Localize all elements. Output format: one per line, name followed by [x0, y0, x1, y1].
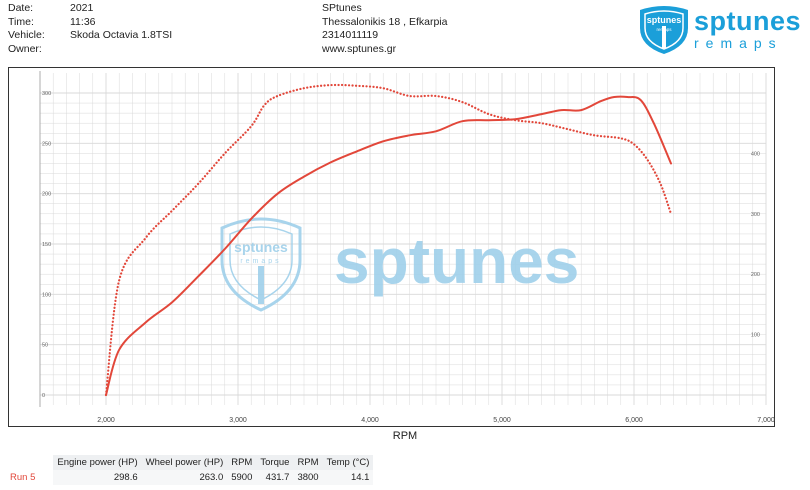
series-lines [104, 83, 673, 397]
torque-curve [104, 83, 673, 397]
vehicle-value: Skoda Octavia 1.8TSI [70, 29, 173, 41]
results-header-blank [6, 455, 53, 470]
torque-rpm-value: 3800 [293, 470, 323, 485]
chart-grid [39, 71, 767, 407]
axis-ticks: 0 50 100 150 200 250 300 100 200 300 400 2,000 3,000… [42, 91, 775, 424]
run-label: Run 5 [10, 472, 36, 483]
time-label: Time: [8, 15, 34, 28]
vehicle-label: Vehicle: [8, 29, 45, 41]
dyno-chart: sptunes remaps sptunes 0 50 100 150 200 250 30… [39, 71, 775, 424]
y-right-tick-label: 100 [751, 333, 760, 339]
header-torque: Torque [256, 455, 294, 470]
header-labels: Date: Time: Vehicle: Owner: [8, 2, 45, 56]
x-tick-label: 3,000 [229, 417, 247, 424]
company-name: SPtunes [322, 2, 362, 14]
logo-badge-icon: sptunes remaps [640, 6, 688, 54]
watermark-text: sptunes [334, 225, 579, 297]
y-left-tick-label: 250 [42, 141, 51, 147]
header-rpm-torque: RPM [293, 455, 323, 470]
dyno-chart-frame [8, 67, 775, 427]
header-rpm-power: RPM [227, 455, 257, 470]
company-website: www.sptunes.gr [322, 42, 397, 55]
logo-subtitle: remaps [694, 35, 783, 51]
torque-value: 431.7 [256, 470, 294, 485]
y-left-tick-label: 100 [42, 292, 51, 298]
y-left-tick-label: 300 [42, 91, 51, 97]
results-table: Engine power (HP) Wheel power (HP) RPM T… [6, 455, 374, 485]
x-axis-title: RPM [392, 430, 418, 442]
header-engine-power: Engine power (HP) [53, 455, 142, 470]
x-tick-label: 4,000 [361, 417, 379, 424]
logo-wordmark: sptunes [694, 6, 802, 36]
engine-power-value: 298.6 [53, 470, 142, 485]
y-left-tick-label: 150 [42, 242, 51, 248]
header-temp: Temp (°C) [322, 455, 374, 470]
y-left-tick-label: 0 [42, 393, 45, 399]
company-address: Thessalonikis 18 , Efkarpia [322, 15, 448, 28]
power-rpm-value: 5900 [227, 470, 257, 485]
date-value: 2021 [70, 2, 94, 14]
logo-badge-top-text: sptunes [647, 15, 682, 25]
x-tick-label: 5,000 [493, 417, 511, 424]
x-tick-label: 2,000 [97, 417, 115, 424]
brand-logo: sptunes remaps sptunes remaps [636, 4, 806, 56]
wheel-power-value: 263.0 [141, 470, 228, 485]
watermark: sptunes remaps sptunes [220, 217, 579, 312]
y-left-tick-label: 200 [42, 192, 51, 198]
company-phone: 2314011119 [322, 29, 379, 41]
x-tick-label: 7,000 [757, 417, 775, 424]
temp-value: 14.1 [322, 470, 374, 485]
watermark-badge-bottom: remaps [240, 258, 281, 265]
y-left-tick-label: 50 [42, 343, 48, 349]
y-right-tick-label: 400 [751, 151, 760, 157]
x-tick-label: 6,000 [625, 417, 643, 424]
header-wheel-power: Wheel power (HP) [141, 455, 228, 470]
logo-badge-bottom-text: remaps [656, 27, 672, 32]
company-info: SPtunes Thessalonikis 18 , Efkarpia 2314… [322, 2, 447, 56]
time-value: 11:36 [70, 15, 96, 28]
y-right-tick-label: 200 [751, 272, 760, 278]
results-header-row: Engine power (HP) Wheel power (HP) RPM T… [6, 455, 374, 470]
header-values: 2021 11:36 Skoda Octavia 1.8TSI [70, 2, 172, 43]
owner-label: Owner: [8, 42, 42, 55]
date-label: Date: [8, 2, 34, 14]
power-curve [105, 95, 672, 396]
table-row[interactable]: Run 5 298.6 263.0 5900 431.7 3800 14.1 [6, 470, 374, 485]
y-right-tick-label: 300 [751, 212, 760, 218]
watermark-badge-top: sptunes [234, 239, 288, 255]
